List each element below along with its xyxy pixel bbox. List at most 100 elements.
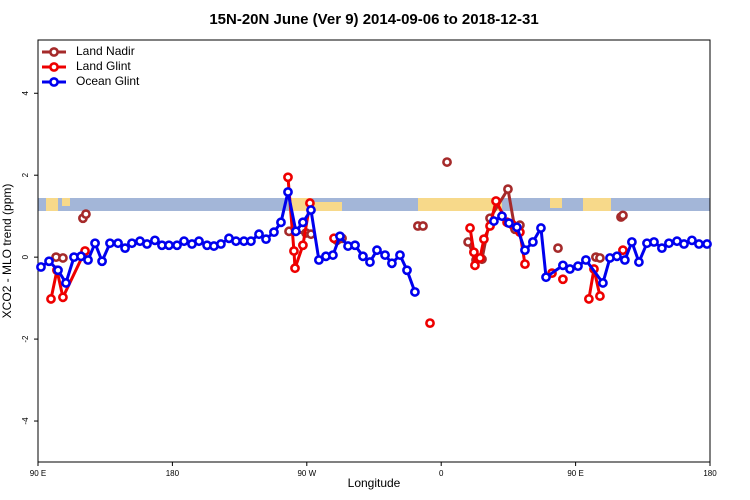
plot-frame	[37, 39, 711, 463]
data-point	[36, 262, 46, 272]
data-point	[679, 239, 689, 249]
x-tick-label: 90 W	[297, 469, 316, 478]
data-point	[583, 294, 594, 304]
legend-marker	[49, 47, 59, 57]
x-tick-label: 90 E	[567, 469, 583, 478]
data-point	[491, 196, 501, 206]
data-point	[595, 253, 605, 263]
data-point	[595, 291, 605, 301]
data-point	[687, 235, 697, 246]
data-point	[120, 243, 130, 254]
data-point	[520, 259, 530, 270]
data-point	[81, 209, 91, 220]
data-point	[365, 257, 375, 267]
y-tick-label: -2	[21, 335, 30, 343]
legend-marker	[49, 77, 59, 87]
chart-title: 15N-20N June (Ver 9) 2014-09-06 to 2018-…	[209, 11, 538, 28]
data-point	[387, 258, 397, 269]
y-tick-label: 2	[21, 172, 30, 177]
data-point	[565, 264, 575, 274]
data-point	[254, 229, 264, 240]
land-mask	[38, 198, 710, 211]
data-point	[113, 238, 123, 249]
legend-label: Land Glint	[76, 59, 131, 73]
x-tick-label: 0	[439, 469, 444, 478]
y-tick-label: 0	[21, 254, 30, 259]
data-point	[350, 240, 360, 251]
data-point	[702, 239, 712, 249]
x-tick-label: 180	[166, 469, 180, 478]
data-point	[657, 243, 667, 254]
data-point	[46, 294, 56, 304]
data-point	[649, 237, 659, 247]
data-point	[410, 287, 420, 297]
data-point	[425, 318, 435, 329]
data-point	[380, 250, 390, 260]
data-point	[289, 246, 299, 256]
data-point	[395, 250, 405, 260]
data-point	[179, 236, 189, 247]
data-point	[512, 222, 522, 233]
data-point	[269, 227, 279, 238]
data-point	[520, 245, 530, 256]
data-point	[402, 265, 412, 276]
data-point	[150, 235, 160, 246]
data-point	[553, 243, 563, 254]
data-point	[619, 255, 630, 265]
data-point	[479, 234, 489, 245]
data-point	[298, 240, 308, 251]
data-point	[261, 234, 271, 245]
data-point	[358, 251, 368, 262]
data-point	[504, 218, 514, 229]
data-point	[231, 236, 241, 247]
data-point	[44, 256, 54, 267]
y-tick-label: -4	[21, 417, 30, 425]
data-point	[694, 239, 704, 249]
data-point	[442, 157, 452, 167]
data-point	[58, 292, 68, 303]
data-point	[465, 223, 475, 233]
data-point	[634, 257, 644, 267]
legend-label: Ocean Glint	[76, 74, 140, 88]
data-point	[246, 236, 256, 247]
data-point	[527, 237, 538, 247]
data-point	[581, 255, 591, 265]
data-point	[612, 251, 622, 262]
data-point	[90, 238, 100, 249]
data-point	[372, 245, 382, 256]
data-point	[76, 251, 86, 262]
legend-label: Land Nadir	[76, 44, 135, 58]
data-point	[418, 221, 428, 231]
data-point	[290, 226, 301, 237]
data-point	[306, 205, 316, 215]
data-point	[618, 210, 628, 221]
data-point	[469, 247, 479, 258]
y-axis-label: XCO2 - MLO trend (ppm)	[0, 184, 14, 319]
data-point	[58, 253, 68, 263]
data-point	[172, 240, 182, 251]
data-point	[105, 238, 115, 249]
data-point	[497, 211, 507, 222]
data-point	[142, 239, 152, 249]
data-point	[216, 239, 226, 249]
x-tick-label: 90 E	[30, 469, 46, 478]
data-point	[558, 260, 568, 271]
data-point	[573, 261, 583, 272]
data-point	[276, 217, 286, 228]
data-point	[618, 245, 628, 256]
data-point	[97, 256, 107, 267]
series-line	[49, 250, 87, 302]
data-point	[598, 278, 608, 288]
data-point	[470, 260, 480, 271]
data-point	[127, 238, 137, 249]
data-point	[83, 255, 93, 265]
data-point	[283, 172, 293, 183]
y-tick-label: 4	[21, 90, 30, 95]
data-point	[313, 255, 324, 265]
data-point	[283, 187, 293, 197]
legend-marker	[49, 62, 59, 72]
data-point	[290, 263, 300, 274]
data-point	[475, 253, 485, 263]
x-axis-label: Longitude	[348, 476, 401, 490]
